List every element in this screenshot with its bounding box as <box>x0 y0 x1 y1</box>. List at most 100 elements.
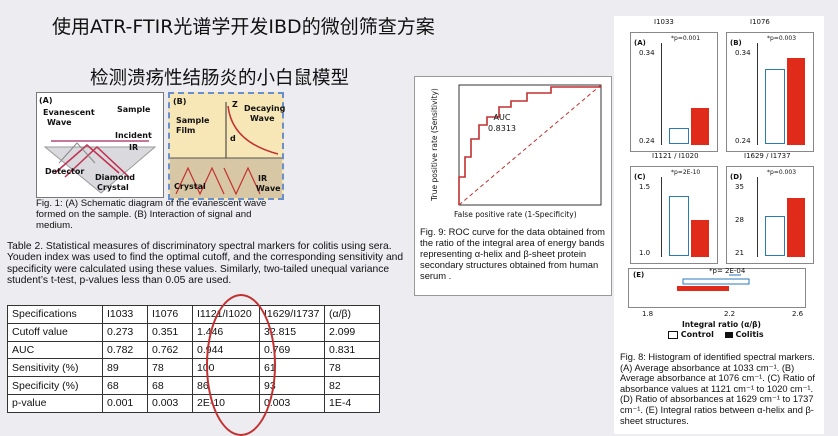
wave-b-label: Wave <box>250 114 275 123</box>
panel-title: I1033 <box>654 18 674 26</box>
crystal-label: Crystal <box>97 183 129 192</box>
legend: Control Colitis <box>668 330 764 339</box>
table-header-cell: Specifications <box>7 305 103 324</box>
auc-label: AUC <box>493 113 511 122</box>
table-cell: 0.273 <box>102 322 148 342</box>
panel-pvalue: *p=0.001 <box>671 35 701 42</box>
bar-panel: (C) *p=2E-10 1.5 1.0 <box>630 166 718 264</box>
table-cell: 89 <box>102 358 148 378</box>
control-bar <box>765 215 785 256</box>
fig1-panel-a: (A) Evanescent Wave Sample Incident IR D… <box>36 92 164 198</box>
table-cell: 82 <box>324 376 380 395</box>
fig8-caption: Fig. 8: Histogram of identified spectral… <box>620 352 815 426</box>
table-cell: 0.831 <box>324 340 380 360</box>
slide-subtitle: 检测溃疡性结肠炎的小白鼠模型 <box>90 68 350 89</box>
panel-tag: (D) <box>730 173 743 181</box>
panel-tag: (A) <box>634 39 646 47</box>
diamond-label: Diamond <box>95 173 136 182</box>
evanescent-label: Evanescent <box>43 108 95 117</box>
panel-e-strip <box>677 274 750 291</box>
detector-label: Detector <box>45 167 85 176</box>
legend-colitis-swatch <box>724 331 733 338</box>
table-cell: Specificity (%) <box>7 376 103 395</box>
table-cell: 1E-4 <box>324 393 380 413</box>
legend-control-label: Control <box>680 330 714 339</box>
panel-y-tick: 0.24 <box>639 137 655 145</box>
table-header-cell: I1076 <box>147 305 193 324</box>
table-cell: 0.782 <box>102 340 148 360</box>
panel-y-tick: 35 <box>735 183 744 191</box>
table2-caption: Table 2. Statistical measures of discrim… <box>7 241 404 287</box>
highlight-ellipse <box>206 294 276 436</box>
table-header-cell: I1629/I1737 <box>259 305 325 324</box>
panel-e-xtick: 1.8 <box>642 310 654 318</box>
panel-y-axis <box>757 177 758 257</box>
slide-title: 使用ATR-FTIR光谱学开发IBD的微创筛查方案 <box>52 16 435 38</box>
panel-pvalue: *p=2E-10 <box>671 169 701 176</box>
control-bar <box>765 69 785 144</box>
panel-e-xtick: 2.2 <box>724 310 736 318</box>
panel-y-tick: 0.34 <box>639 49 655 57</box>
table-header-row: Specifications I1033 I1076 I1121/I1020 I… <box>7 305 380 324</box>
colitis-bar <box>787 58 805 145</box>
auc-value: 0.8313 <box>488 124 516 133</box>
panel-y-axis <box>661 43 662 145</box>
roc-ylabel: True positive rate (Sensitivity) <box>429 88 439 201</box>
panel-e-xtick: 2.6 <box>792 310 804 318</box>
colitis-bar <box>787 198 805 257</box>
legend-colitis-label: Colitis <box>735 330 764 339</box>
panel-y-tick: 0.34 <box>735 49 751 57</box>
panel-pvalue: *p=0.003 <box>767 35 797 42</box>
film-label: Film <box>176 126 196 135</box>
roc-figure <box>414 76 612 296</box>
panel-y-tick: 1.5 <box>639 183 651 191</box>
fig1-caption: Fig. 1: (A) Schematic diagram of the eva… <box>36 198 267 231</box>
sample-label: Sample <box>117 105 151 114</box>
table-row: Cutoff value 0.273 0.351 1.446 32.815 2.… <box>7 322 380 342</box>
table-cell: AUC <box>7 340 103 360</box>
table-cell: Cutoff value <box>7 322 103 342</box>
table-cell: 0.003 <box>147 393 193 413</box>
table-cell: 0.762 <box>147 340 193 360</box>
panel-y-axis <box>757 43 758 145</box>
table-row: Sensitivity (%) 89 78 100 61 78 <box>7 358 380 378</box>
table-header-cell: (α/β) <box>324 305 380 324</box>
panel-a-tag: (A) <box>39 96 53 105</box>
panel-y-tick: 0.24 <box>735 137 751 145</box>
decay-diagram <box>170 102 282 198</box>
stats-table: Specifications I1033 I1076 I1121/I1020 I… <box>7 305 380 413</box>
panel-title: I1076 <box>750 18 770 26</box>
incident-label: Incident <box>115 131 152 140</box>
colitis-bar <box>691 107 709 145</box>
control-bar <box>669 196 689 256</box>
panel-b-tag: (B) <box>173 97 187 106</box>
roc-curve-plot <box>458 84 602 206</box>
panel-title: I1121 / I1020 <box>652 152 699 160</box>
panel-pvalue: *p=0.003 <box>767 169 797 176</box>
colitis-bar <box>691 219 709 257</box>
crystal-b-label: Crystal <box>174 182 206 191</box>
panel-y-axis <box>661 177 662 257</box>
panel-e-pvalue: *p= 2E-04 <box>709 267 746 275</box>
table-header-cell: I1033 <box>102 305 148 324</box>
panel-e: (E) *p= 2E-04 <box>628 267 806 308</box>
panel-e-xlabel: Integral ratio (α/β) <box>682 320 761 329</box>
ir-b-label: IR <box>258 174 268 183</box>
panel-y-tick: 21 <box>735 249 744 257</box>
panel-y-tick: 1.0 <box>639 249 651 257</box>
table-cell: 68 <box>102 376 148 395</box>
dp-label: d <box>230 134 236 143</box>
ir-label: IR <box>129 143 139 152</box>
table-cell: 78 <box>147 358 193 378</box>
table-row: AUC 0.782 0.762 0.944 0.769 0.831 <box>7 340 380 360</box>
bar-panel: (D) *p=0.003 35 28 21 <box>726 166 814 264</box>
panel-tag: (B) <box>730 39 742 47</box>
table-cell: 68 <box>147 376 193 395</box>
table-cell: Sensitivity (%) <box>7 358 103 378</box>
z-label: Z <box>232 100 238 109</box>
table-cell: p-value <box>7 393 103 413</box>
table-row: p-value 0.001 0.003 2E-10 0.003 1E-4 <box>7 393 380 413</box>
panel-tag: (C) <box>634 173 646 181</box>
panel-y-tick: 28 <box>735 216 744 224</box>
wave-label: Wave <box>47 118 72 127</box>
